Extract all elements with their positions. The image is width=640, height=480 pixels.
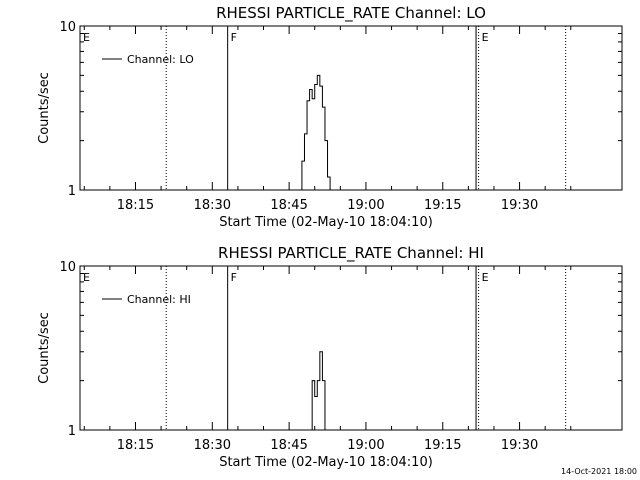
y-axis-label: Counts/sec <box>37 312 52 384</box>
x-tick-label: 19:30 <box>501 438 538 453</box>
event-marker-label: E <box>482 31 489 44</box>
x-tick-label: 18:30 <box>194 438 231 453</box>
plot-frame <box>79 265 623 431</box>
data-series-line <box>309 351 326 431</box>
x-tick-label: 19:00 <box>347 198 384 213</box>
x-tick-label: 18:15 <box>117 438 154 453</box>
chart-title: RHESSI PARTICLE_RATE Channel: HI <box>218 244 484 263</box>
event-marker-label: F <box>231 31 237 44</box>
y-tick-label: 1 <box>68 184 76 199</box>
footer-timestamp: 14-Oct-2021 18:00 <box>561 467 637 476</box>
data-series-line <box>299 74 331 191</box>
event-marker-label: F <box>231 271 237 284</box>
y-tick-label: 10 <box>59 260 76 275</box>
plot-frame <box>79 25 623 191</box>
x-tick-label: 18:15 <box>117 198 154 213</box>
event-marker-label: E <box>83 31 90 44</box>
x-axis-label: Start Time (02-May-10 18:04:10) <box>219 215 433 230</box>
event-marker-label: E <box>482 271 489 284</box>
chart-title: RHESSI PARTICLE_RATE Channel: LO <box>216 4 486 23</box>
x-tick-label: 19:00 <box>347 438 384 453</box>
event-marker-label: E <box>83 271 90 284</box>
legend-label: Channel: HI <box>127 293 191 306</box>
y-tick-label: 10 <box>59 20 76 35</box>
x-axis-label: Start Time (02-May-10 18:04:10) <box>219 455 433 470</box>
y-tick-label: 1 <box>68 424 76 439</box>
x-tick-label: 19:30 <box>501 198 538 213</box>
x-tick-label: 18:30 <box>194 198 231 213</box>
x-tick-label: 18:45 <box>270 198 307 213</box>
x-tick-label: 19:15 <box>424 438 461 453</box>
x-tick-label: 18:45 <box>270 438 307 453</box>
x-tick-label: 19:15 <box>424 198 461 213</box>
y-axis-label: Counts/sec <box>37 72 52 144</box>
legend-label: Channel: LO <box>127 53 194 66</box>
